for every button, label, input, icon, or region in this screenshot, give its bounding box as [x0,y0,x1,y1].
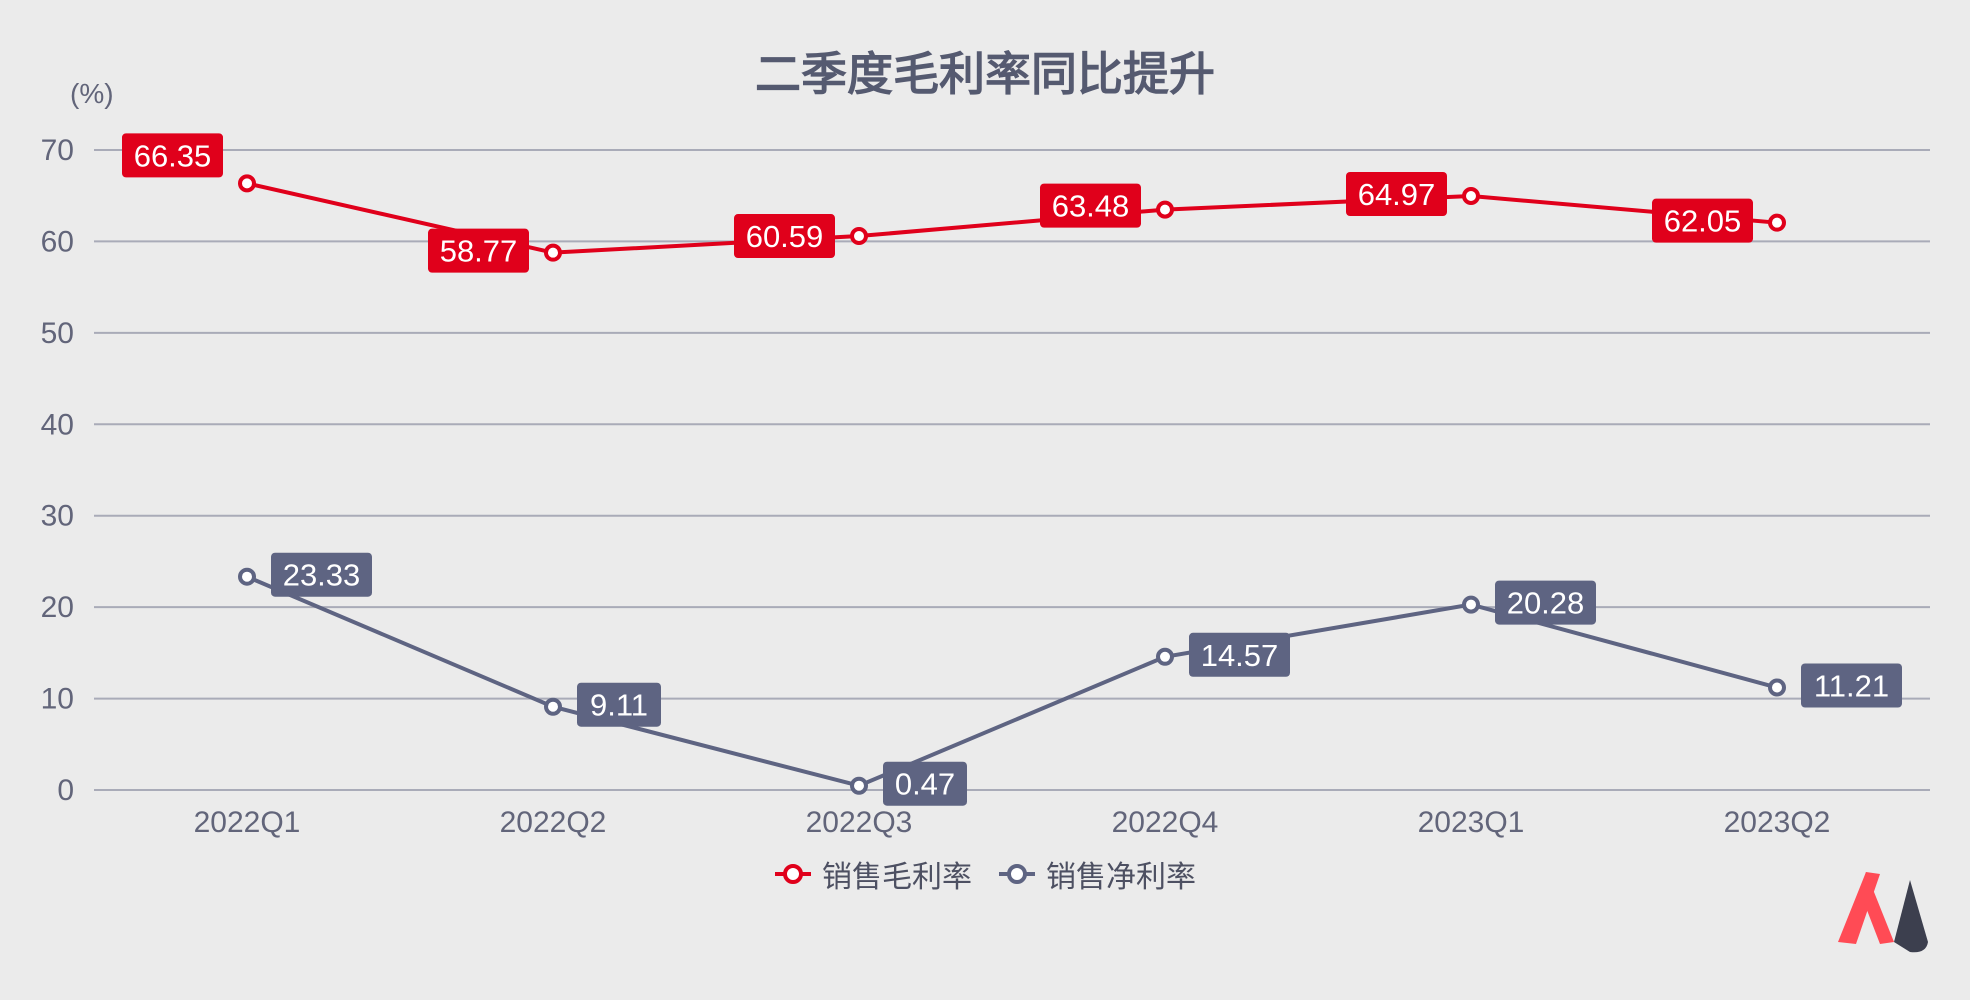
data-label-box [734,214,835,259]
data-label-box [271,552,372,597]
data-point [1462,595,1480,614]
legend-label-net-margin: 销售净利率 [1046,861,1196,894]
x-tick-label: 2022Q1 [194,806,301,839]
legend: 销售毛利率 销售净利率 [0,852,1970,896]
data-point [1156,647,1174,666]
data-label-box [1346,171,1447,216]
y-tick-label: 10 [41,683,74,716]
data-label: 60.59 [746,219,824,254]
data-label-box [1652,198,1753,243]
data-point [544,697,562,716]
y-tick-label: 60 [41,225,74,258]
legend-item-net-margin[interactable]: 销售净利率 [998,852,1196,896]
data-label-box [1495,580,1596,625]
data-point [1768,678,1786,697]
data-label: 20.28 [1507,586,1585,621]
y-tick-label: 30 [41,500,74,533]
x-tick-label: 2023Q2 [1724,806,1831,839]
x-tick-label: 2022Q4 [1112,806,1219,839]
x-tick-label: 2022Q3 [806,806,913,839]
x-tick-label: 2022Q2 [500,806,607,839]
data-point [1462,186,1480,205]
data-point [544,243,562,262]
data-point [238,174,256,193]
data-label-box [122,133,223,178]
data-label: 0.47 [895,767,955,802]
data-label: 11.21 [1814,669,1889,704]
data-label-box [1040,183,1141,228]
data-label: 23.33 [283,558,361,593]
data-label-box [883,761,967,806]
data-label-box [577,682,661,727]
data-label-box [1189,632,1290,677]
y-axis-unit-label: (%) [70,78,114,109]
legend-item-gross-margin[interactable]: 销售毛利率 [774,852,972,896]
data-label: 66.35 [134,138,212,173]
data-label-box [428,228,529,273]
data-point [238,567,256,586]
chart-title: 二季度毛利率同比提升 [755,48,1215,100]
data-label: 9.11 [590,688,648,723]
legend-marker-gross-margin-icon [775,864,811,884]
y-tick-label: 20 [41,591,74,624]
series-1: 66.35 58.77 60.59 63.48 64.97 62.05 [122,133,1786,273]
legend-marker-net-margin-icon [999,864,1035,884]
data-point [1768,213,1786,232]
x-tick-label: 2023Q1 [1418,806,1525,839]
data-label: 63.48 [1052,189,1130,224]
legend-label-gross-margin: 销售毛利率 [822,861,972,894]
data-point [1156,200,1174,219]
series-2: 23.33 9.11 0.47 14.57 20.28 11.21 [238,552,1902,806]
data-label: 62.05 [1664,204,1742,239]
y-tick-label: 70 [41,134,74,167]
data-label: 64.97 [1358,177,1436,212]
data-label: 14.57 [1201,638,1279,673]
data-point [850,227,868,246]
data-label: 58.77 [440,234,518,269]
brand-logo-icon [1838,872,1928,953]
y-tick-label: 40 [41,408,74,441]
y-tick-label: 0 [57,774,74,807]
data-label-box [1801,663,1902,708]
data-point [850,776,868,795]
y-tick-label: 50 [41,317,74,350]
